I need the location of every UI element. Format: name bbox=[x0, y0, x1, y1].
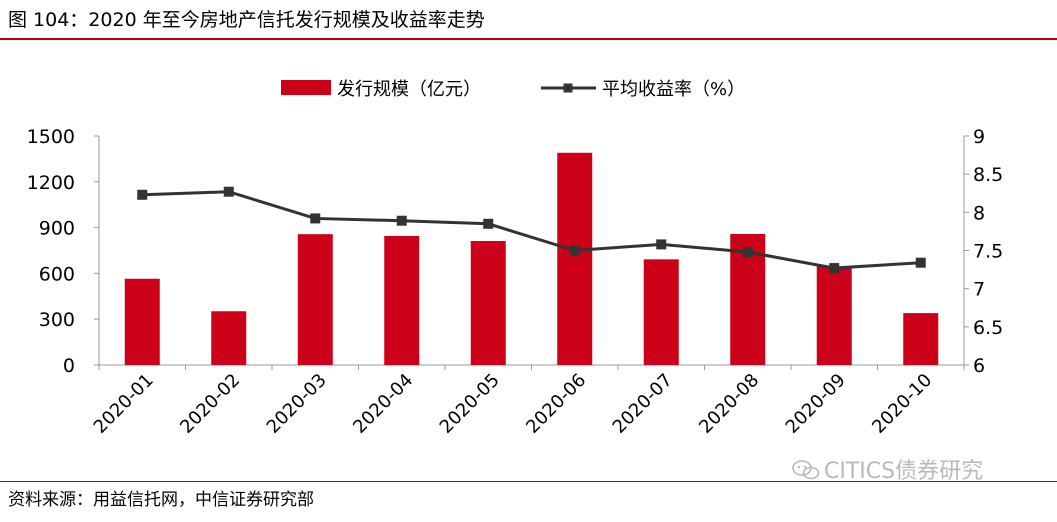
right-axis-tick-label: 9 bbox=[973, 126, 985, 148]
bar-2020-04 bbox=[384, 235, 420, 365]
bar-2020-06 bbox=[557, 152, 593, 365]
x-axis-tick-label: 2020-03 bbox=[263, 370, 331, 438]
right-axis-tick-label: 7.5 bbox=[973, 241, 1003, 263]
yield-line bbox=[142, 190, 921, 270]
left-axis-tick-label: 300 bbox=[39, 309, 75, 331]
footer-divider bbox=[0, 481, 1057, 482]
x-axis-tick-label: 2020-02 bbox=[176, 370, 244, 438]
left-axis-tick-label: 1200 bbox=[27, 172, 75, 194]
x-axis-tick-label: 2020-04 bbox=[349, 370, 417, 438]
right-axis-tick-label: 6.5 bbox=[973, 317, 1003, 339]
tick-labels: 0 300 600 900 1200 1500 6 6.5 7 7.5 8 8.5 9 2020-01 20… bbox=[27, 126, 1004, 438]
bar-line-chart: 发行规模（亿元） 平均收益率（%） 0 300 600 900 1200 1500 6 6.5… bbox=[27, 79, 1004, 438]
legend-line-label: 平均收益率（%） bbox=[602, 79, 745, 100]
bar-2020-09 bbox=[816, 266, 852, 365]
chart-legend: 发行规模（亿元） 平均收益率（%） bbox=[281, 79, 745, 100]
x-axis-tick-label: 2020-10 bbox=[868, 370, 936, 438]
yield-point-2020-01 bbox=[137, 189, 148, 200]
x-axis-tick-label: 2020-07 bbox=[609, 370, 677, 438]
yield-point-2020-05 bbox=[483, 218, 494, 229]
bar-2020-05 bbox=[470, 241, 506, 365]
yield-point-2020-08 bbox=[742, 247, 753, 258]
wechat-icon bbox=[792, 460, 820, 480]
bar-2020-02 bbox=[211, 311, 247, 365]
bar-2020-10 bbox=[903, 313, 939, 365]
right-axis-tick-label: 8.5 bbox=[973, 164, 1003, 186]
yield-point-2020-03 bbox=[310, 213, 321, 224]
yield-point-2020-10 bbox=[915, 257, 926, 268]
x-axis-tick-label: 2020-06 bbox=[522, 370, 590, 438]
title-divider bbox=[0, 38, 1057, 40]
yield-point-2020-04 bbox=[396, 215, 407, 226]
left-axis-tick-label: 600 bbox=[39, 263, 75, 285]
yield-point-2020-09 bbox=[829, 263, 840, 274]
watermark-text: CITICS债券研究 bbox=[824, 459, 984, 484]
legend-bar-label: 发行规模（亿元） bbox=[337, 79, 481, 100]
legend-line-marker bbox=[563, 83, 573, 93]
left-axis-tick-label: 1500 bbox=[27, 126, 75, 148]
right-axis-tick-label: 6 bbox=[973, 355, 985, 377]
x-axis-tick-label: 2020-01 bbox=[90, 370, 158, 438]
bar-2020-01 bbox=[124, 278, 160, 365]
x-axis-tick-label: 2020-09 bbox=[782, 370, 850, 438]
left-axis-tick-label: 0 bbox=[63, 355, 75, 377]
bar-2020-03 bbox=[297, 234, 333, 365]
line-series bbox=[137, 186, 926, 274]
x-axis-tick-label: 2020-05 bbox=[436, 370, 504, 438]
legend-bar-swatch bbox=[281, 80, 331, 95]
bar-2020-07 bbox=[643, 259, 679, 365]
watermark: CITICS债券研究 bbox=[792, 458, 983, 486]
figure-title: 图 104：2020 年至今房地产信托发行规模及收益率走势 bbox=[8, 9, 485, 31]
yield-point-2020-02 bbox=[223, 186, 234, 197]
left-axis-tick-label: 900 bbox=[39, 218, 75, 240]
yield-point-2020-07 bbox=[656, 239, 667, 250]
right-axis-tick-label: 7 bbox=[973, 279, 985, 301]
source-note: 资料来源：用益信托网，中信证券研究部 bbox=[8, 490, 314, 510]
x-axis-tick-label: 2020-08 bbox=[695, 370, 763, 438]
bar-series bbox=[124, 152, 939, 365]
yield-point-2020-06 bbox=[569, 245, 580, 256]
right-axis-tick-label: 8 bbox=[973, 202, 985, 224]
